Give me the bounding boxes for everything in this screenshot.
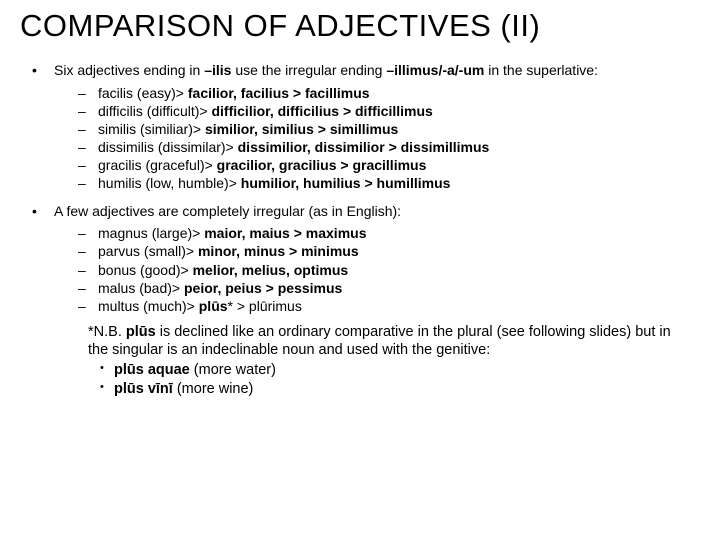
list-item: plūs aquae (more water) — [100, 361, 700, 380]
note-plus: *N.B. plūs is declined like an ordinary … — [88, 323, 700, 359]
intro-text: Six adjectives ending in — [54, 62, 204, 78]
list-item: multus (much)> plūs* > plūrimus — [78, 297, 700, 315]
list-item: gracilis (graceful)> gracilior, graciliu… — [78, 156, 700, 174]
list-item: malus (bad)> peior, peius > pessimus — [78, 279, 700, 297]
intro-bold: –ilis — [204, 62, 231, 78]
list-item: bonus (good)> melior, melius, optimus — [78, 261, 700, 279]
ilis-items: facilis (easy)> facilior, facilius > fac… — [54, 84, 700, 193]
list-item: parvus (small)> minor, minus > minimus — [78, 242, 700, 260]
slide-title: COMPARISON OF ADJECTIVES (II) — [20, 8, 700, 44]
section-ilis-intro: Six adjectives ending in –ilis use the i… — [54, 62, 700, 80]
main-list: Six adjectives ending in –ilis use the i… — [20, 62, 700, 399]
intro-bold: –illimus/-a/-um — [386, 62, 484, 78]
section-irregular-intro: A few adjectives are completely irregula… — [54, 203, 700, 221]
intro-text: use the irregular ending — [231, 62, 386, 78]
slide: COMPARISON OF ADJECTIVES (II) Six adject… — [0, 0, 720, 540]
irregular-items: magnus (large)> maior, maius > maximus p… — [54, 224, 700, 315]
note-examples: plūs aquae (more water) plūs vīnī (more … — [54, 361, 700, 399]
list-item: humilis (low, humble)> humilior, humiliu… — [78, 174, 700, 192]
list-item: similis (similiar)> similior, similius >… — [78, 120, 700, 138]
intro-text: in the superlative: — [484, 62, 598, 78]
list-item: dissimilis (dissimilar)> dissimilior, di… — [78, 138, 700, 156]
list-item: difficilis (difficult)> difficilior, dif… — [78, 102, 700, 120]
list-item: plūs vīnī (more wine) — [100, 380, 700, 399]
list-item: facilis (easy)> facilior, facilius > fac… — [78, 84, 700, 102]
section-irregular: A few adjectives are completely irregula… — [20, 203, 700, 399]
section-ilis: Six adjectives ending in –ilis use the i… — [20, 62, 700, 193]
list-item: magnus (large)> maior, maius > maximus — [78, 224, 700, 242]
